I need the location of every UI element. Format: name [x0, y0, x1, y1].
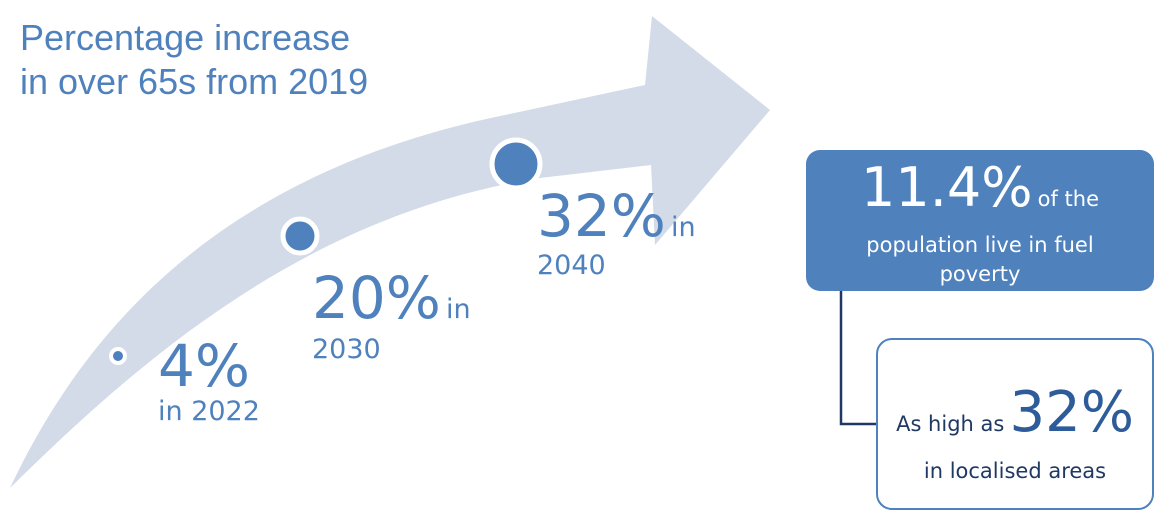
milestone-2030: 20% in 2030 [312, 268, 471, 366]
title-line-1: Percentage increase [20, 17, 351, 58]
milestone-value: 4% [158, 332, 251, 400]
milestone-suffix: in [671, 212, 696, 243]
milestone-value: 32% [537, 182, 666, 250]
localised-areas-box: As high as 32% in localised areas [876, 338, 1154, 510]
fuel-poverty-box: 11.4% of the population live in fuel pov… [806, 150, 1154, 291]
fuel-poverty-description: population live in fuel poverty [866, 233, 1094, 286]
milestone-year: in 2022 [158, 396, 260, 427]
fuel-poverty-value: 11.4% [860, 156, 1033, 219]
milestone-dot-2040 [489, 137, 543, 191]
milestone-2022: 4% in 2022 [158, 336, 260, 428]
diagram-title: Percentage increase in over 65s from 201… [20, 16, 368, 104]
milestone-2040: 32% in 2040 [537, 186, 696, 282]
fuel-poverty-value-suffix: of the [1037, 187, 1100, 211]
growth-arrow-shape [10, 16, 770, 488]
milestone-year: 2040 [537, 250, 606, 281]
milestone-value: 20% [312, 264, 441, 332]
localised-prefix: As high as [896, 412, 1005, 436]
localised-description: in localised areas [923, 459, 1107, 483]
milestone-dot-2030 [280, 216, 320, 256]
title-line-2: in over 65s from 2019 [20, 61, 369, 102]
box-connector [839, 291, 876, 426]
milestone-suffix: in [446, 294, 471, 325]
milestone-year: 2030 [312, 334, 381, 365]
milestone-dot-2022 [109, 347, 127, 365]
localised-value: 32% [1009, 380, 1134, 445]
